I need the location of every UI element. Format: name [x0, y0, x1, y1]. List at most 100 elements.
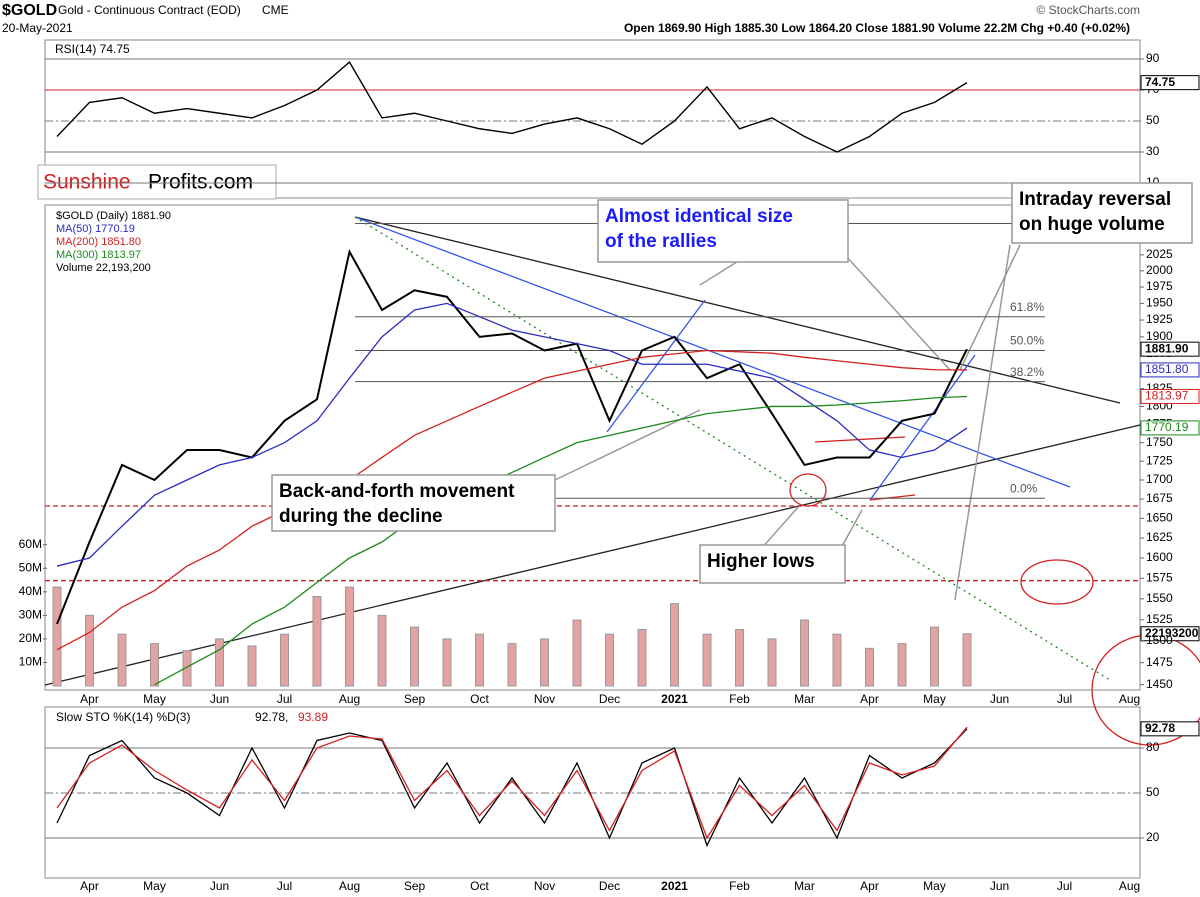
price-panel — [44, 204, 1141, 691]
y-tick-label: 50 — [1146, 113, 1160, 127]
y-tick-label: 1700 — [1146, 472, 1173, 486]
data-line — [56, 61, 968, 153]
y-tick-label: 1750 — [1146, 435, 1173, 449]
y-tick-label: 40M — [19, 584, 42, 598]
callout — [554, 409, 701, 481]
callout — [759, 504, 801, 551]
value-tag-box — [1140, 75, 1200, 91]
y-tick-label: 90 — [1146, 51, 1160, 65]
bar — [345, 586, 354, 687]
x-tick-label: May — [143, 879, 166, 893]
callout — [839, 509, 863, 551]
price-tag-box — [1140, 420, 1200, 436]
y-tick-label: 1975 — [1146, 279, 1173, 293]
x-tick-label: May — [923, 692, 946, 706]
x-tick-label: Jun — [210, 692, 229, 706]
x-tick-label: Mar — [794, 879, 815, 893]
bar — [962, 633, 972, 687]
y-tick-label: 50M — [19, 560, 42, 574]
bar — [897, 643, 907, 687]
date: 20-May-2021 — [2, 21, 73, 35]
y-tick-label: 1500 — [1146, 633, 1173, 647]
bar — [832, 633, 842, 687]
trendline — [354, 216, 1121, 404]
y-tick-label: 2025 — [1146, 247, 1173, 261]
trendline — [44, 424, 1141, 686]
bar — [670, 603, 679, 687]
x-tick-label: Aug — [339, 879, 360, 893]
price-tag-box — [1140, 362, 1200, 378]
data-line — [154, 395, 968, 686]
trendline — [869, 494, 916, 501]
x-tick-label: Apr — [860, 879, 879, 893]
y-tick-label: 1550 — [1146, 591, 1173, 605]
price-tag: 1881.90 — [1145, 341, 1189, 355]
x-tick-label: Nov — [534, 879, 555, 893]
annotation-box — [1011, 182, 1193, 244]
bar — [507, 643, 517, 687]
value-tag: 22193200 — [1145, 626, 1199, 640]
value-tag-box — [1140, 721, 1200, 737]
y-tick-label: 80 — [1146, 740, 1160, 754]
y-tick-label: 10M — [19, 655, 42, 669]
price-tag-box — [1140, 388, 1200, 404]
price-tag: 1851.80 — [1145, 362, 1189, 376]
annotation: on huge volume — [1019, 214, 1165, 235]
logo-part1: Sunshine — [43, 171, 131, 194]
y-tick-label: 1725 — [1146, 453, 1173, 467]
x-tick-label: Jun — [990, 692, 1009, 706]
x-tick-label: Jul — [277, 692, 292, 706]
y-tick-label: 30 — [1146, 144, 1160, 158]
logo-box — [37, 164, 277, 200]
quote: Open 1869.90 High 1885.30 Low 1864.20 Cl… — [624, 21, 1130, 35]
bar — [215, 638, 224, 687]
bar — [182, 650, 192, 687]
bar — [865, 647, 874, 687]
bar — [85, 614, 94, 687]
x-tick-label: Aug — [1119, 692, 1140, 706]
x-tick-label: Jun — [990, 879, 1009, 893]
callout — [844, 254, 951, 371]
legend-entry: $GOLD (Daily) 1881.90 — [56, 210, 171, 222]
y-tick-label: 20M — [19, 631, 42, 645]
x-tick-label: Mar — [794, 692, 815, 706]
circle — [789, 473, 827, 507]
x-tick-label: Jul — [1057, 879, 1072, 893]
value-tag-box — [1140, 626, 1200, 642]
bar — [280, 633, 289, 687]
bar — [475, 633, 484, 687]
data-line — [56, 726, 968, 840]
x-tick-label: Jul — [1057, 692, 1072, 706]
trendline — [354, 216, 1071, 488]
fib-label: 0.0% — [1010, 481, 1038, 495]
y-tick-label: 1650 — [1146, 511, 1173, 525]
bar — [150, 643, 159, 687]
annotation: of the rallies — [605, 231, 717, 252]
bar — [540, 638, 549, 687]
annotation: Almost identical size — [605, 206, 793, 227]
value-tag: 92.78 — [1145, 721, 1175, 735]
y-tick-label: 1950 — [1146, 296, 1173, 310]
fib-label: 38.2% — [1010, 365, 1044, 379]
y-tick-label: 1625 — [1146, 530, 1173, 544]
x-tick-label: Aug — [339, 692, 360, 706]
legend-entry: 93.89 — [298, 710, 328, 724]
x-tick-label: Apr — [860, 692, 879, 706]
symbol: $GOLD — [2, 2, 57, 19]
y-tick-label: 2000 — [1146, 263, 1173, 277]
data-line — [56, 728, 968, 848]
price-tag: 1770.19 — [1145, 420, 1189, 434]
bar — [377, 614, 387, 687]
x-tick-label: Nov — [534, 692, 555, 706]
fib-label: 61.8% — [1010, 300, 1044, 314]
y-tick-label: 60M — [19, 537, 42, 551]
bar — [312, 596, 322, 687]
trendline — [814, 436, 906, 443]
value-tag: 74.75 — [1145, 75, 1175, 89]
y-tick-label: 1600 — [1146, 550, 1173, 564]
callout — [699, 259, 741, 286]
trendline — [606, 299, 706, 433]
annotation-box — [271, 474, 556, 532]
trendline — [354, 216, 1111, 681]
logo-part2: Profits.com — [148, 171, 253, 194]
